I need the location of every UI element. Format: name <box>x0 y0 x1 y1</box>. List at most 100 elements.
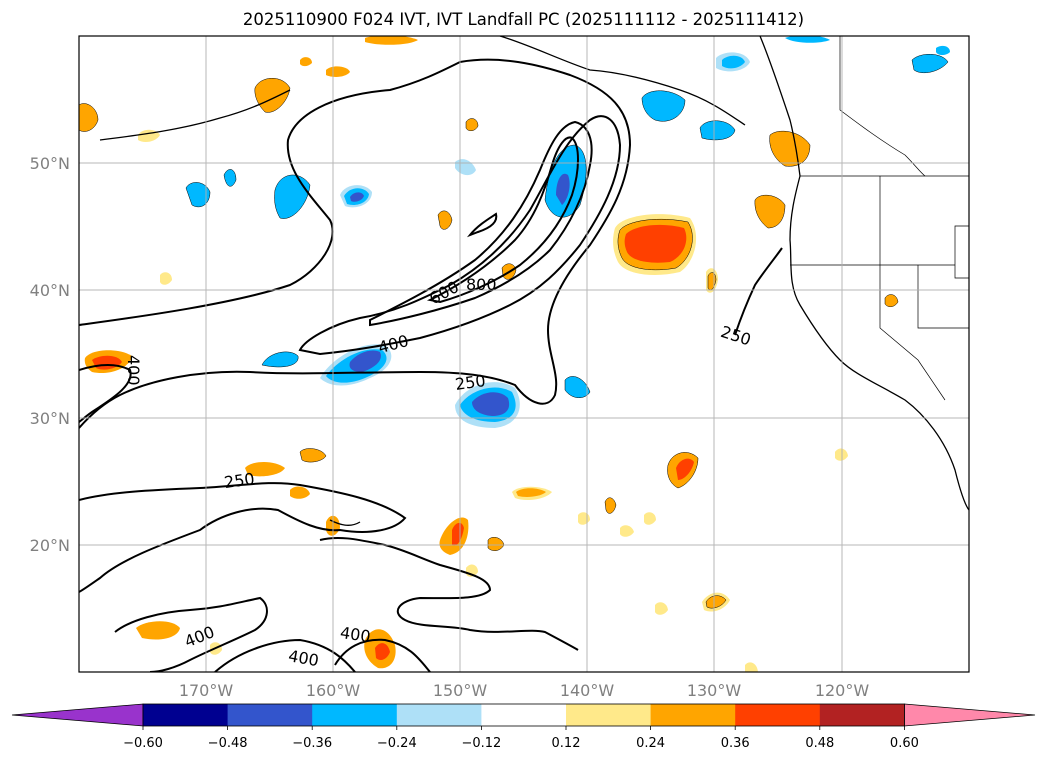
colorbar-segment <box>566 704 652 726</box>
map-frame <box>78 35 970 673</box>
negative-anomaly-patch <box>455 159 476 176</box>
state-border <box>954 225 969 279</box>
negative-anomaly-patch <box>785 36 830 43</box>
lon-label: 140°W <box>560 681 615 700</box>
positive-anomaly-patch <box>254 78 291 113</box>
colorbar-tick-label: −0.12 <box>461 736 501 751</box>
political-boundaries <box>790 36 969 401</box>
north-america-coastline <box>759 36 969 511</box>
lat-label: 50°N <box>30 154 70 173</box>
ivt-contour-400-bottom <box>334 638 431 672</box>
ivt-anomaly-fills <box>79 36 950 672</box>
negative-anomaly-patch <box>911 54 949 73</box>
longitude-labels: 170°W 160°W 150°W 140°W 130°W 120°W <box>179 681 870 700</box>
positive-anomaly-patch <box>745 662 758 672</box>
ivt-contour-400-bottom-left <box>214 638 356 672</box>
colorbar-segment <box>650 704 736 726</box>
alaska-coastline <box>499 36 746 126</box>
positive-anomaly-core <box>624 224 687 263</box>
positive-anomaly-patch <box>620 525 634 537</box>
colorbar-segment <box>735 704 821 726</box>
negative-anomaly-patch <box>185 182 211 208</box>
ivt-contour-600 <box>369 120 593 327</box>
colorbar-tick-label: −0.60 <box>123 736 163 751</box>
ivt-contours <box>79 58 783 672</box>
positive-anomaly-patch <box>79 103 99 132</box>
contour-label: 250 <box>718 322 753 350</box>
lon-label: 130°W <box>687 681 742 700</box>
positive-anomaly-patch <box>604 497 617 514</box>
negative-anomaly-patch <box>261 351 299 368</box>
positive-anomaly-patch <box>884 294 899 307</box>
positive-anomaly-patch <box>644 512 656 525</box>
state-border <box>917 265 969 329</box>
negative-anomaly-patch <box>564 376 591 398</box>
positive-anomaly-patch <box>365 36 418 45</box>
positive-anomaly-core <box>676 458 694 480</box>
colorbar-tick-label: −0.48 <box>208 736 248 751</box>
negative-anomaly-patch <box>274 174 311 219</box>
colorbar-extend-high <box>904 703 1036 727</box>
contour-label: 400 <box>287 646 320 670</box>
lon-label: 160°W <box>306 681 361 700</box>
positive-anomaly-patch <box>655 602 668 615</box>
colorbar-tick-label: 0.60 <box>890 736 919 751</box>
state-border <box>839 36 926 177</box>
negative-anomaly-core <box>556 173 570 205</box>
lon-label: 150°W <box>433 681 488 700</box>
colorbar-tick-label: 0.48 <box>805 736 834 751</box>
positive-anomaly-patch <box>754 194 786 229</box>
lon-label: 170°W <box>179 681 234 700</box>
colorbar-segment <box>819 704 905 726</box>
ivt-contour-400-south <box>319 536 579 651</box>
positive-anomaly-patch <box>290 486 310 499</box>
colorbar-tick-label: 0.12 <box>552 736 581 751</box>
colorbar-segment <box>227 704 313 726</box>
negative-anomaly-patch <box>699 120 736 141</box>
colorbar-segment <box>143 704 229 726</box>
aleutian-arc <box>99 89 291 141</box>
colorbar-tick-label: −0.24 <box>377 736 417 751</box>
lon-label: 120°W <box>815 681 870 700</box>
state-border <box>879 265 946 401</box>
contour-label: 800 <box>466 275 497 294</box>
colorbar-tick-label: 0.24 <box>636 736 665 751</box>
ivt-contour-small <box>466 212 498 238</box>
positive-anomaly-patch <box>136 621 180 640</box>
ivt-contour-800 <box>426 136 579 304</box>
positive-anomaly-patch <box>437 210 453 230</box>
colorbar-tick-label: 0.36 <box>721 736 750 751</box>
lat-label: 30°N <box>30 409 70 428</box>
ivt-contour-250-south <box>79 482 407 593</box>
map-title: 2025110900 F024 IVT, IVT Landfall PC (20… <box>242 10 805 29</box>
contour-label: 250 <box>454 371 487 394</box>
positive-anomaly-patch <box>487 537 505 551</box>
lat-label: 40°N <box>30 281 70 300</box>
colorbar-outline <box>142 703 905 727</box>
positive-anomaly-patch <box>516 488 546 497</box>
positive-anomaly-core <box>452 522 464 546</box>
ivt-contour-400 <box>298 115 622 356</box>
colorbar-extend-low <box>11 703 144 727</box>
positive-anomaly-patch <box>160 272 172 285</box>
contour-label: 400 <box>339 623 372 646</box>
negative-anomaly-patch <box>223 169 237 187</box>
colorbar-segment <box>396 704 482 726</box>
contour-label: 400 <box>376 331 410 357</box>
positive-anomaly-core <box>375 643 390 660</box>
negative-anomaly-core <box>350 192 364 202</box>
latitude-labels: 50°N 40°N 30°N 20°N <box>30 154 70 555</box>
positive-anomaly-patch <box>465 118 479 131</box>
positive-anomaly-patch <box>245 462 285 477</box>
colorbar: −0.60 −0.48 −0.36 −0.24 −0.12 0.12 0.24 0.36 0.4… <box>11 703 1036 751</box>
ivt-contour-400-southwest <box>114 596 268 672</box>
colorbar-tick-label: −0.36 <box>292 736 332 751</box>
ivt-contour-250-east <box>734 247 783 336</box>
positive-anomaly-patch <box>769 130 811 167</box>
negative-anomaly-patch <box>936 45 950 55</box>
gridlines <box>79 36 969 672</box>
positive-anomaly-patch <box>578 512 590 525</box>
positive-anomaly-patch <box>326 66 350 77</box>
ivt-contour-400-west <box>79 364 132 423</box>
